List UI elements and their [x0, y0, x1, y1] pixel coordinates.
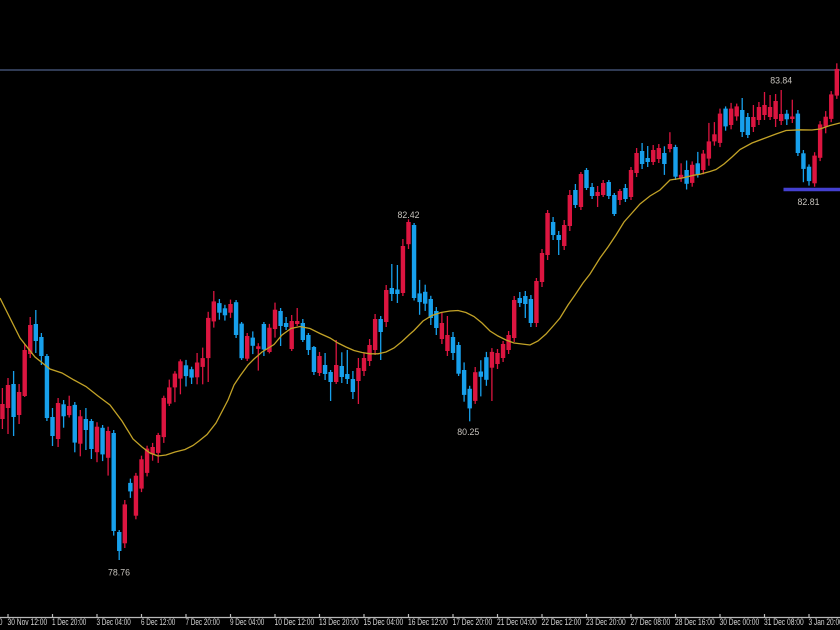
svg-text:29 Nov 04:00: 29 Nov 04:00 — [0, 617, 3, 627]
svg-text:15 Dec 04:00: 15 Dec 04:00 — [364, 617, 404, 627]
svg-text:27 Dec 08:00: 27 Dec 08:00 — [631, 617, 671, 627]
svg-text:13 Dec 20:00: 13 Dec 20:00 — [319, 617, 359, 627]
svg-text:9 Dec 04:00: 9 Dec 04:00 — [230, 617, 264, 627]
svg-text:82.42: 82.42 — [398, 210, 420, 221]
svg-text:28 Dec 16:00: 28 Dec 16:00 — [675, 617, 715, 627]
svg-text:30 Dec 00:00: 30 Dec 00:00 — [720, 617, 760, 627]
svg-text:17 Dec 20:00: 17 Dec 20:00 — [453, 617, 493, 627]
svg-text:78.76: 78.76 — [108, 568, 130, 579]
svg-text:82.81: 82.81 — [798, 197, 820, 208]
svg-text:30 Nov 12:00: 30 Nov 12:00 — [8, 617, 48, 627]
svg-text:7 Dec 20:00: 7 Dec 20:00 — [186, 617, 220, 627]
svg-text:23 Dec 20:00: 23 Dec 20:00 — [586, 617, 626, 627]
svg-text:21 Dec 04:00: 21 Dec 04:00 — [497, 617, 537, 627]
svg-text:3 Jan 20:00: 3 Jan 20:00 — [809, 617, 840, 627]
svg-text:6 Dec 12:00: 6 Dec 12:00 — [141, 617, 175, 627]
svg-text:83.84: 83.84 — [770, 76, 792, 87]
svg-text:1 Dec 20:00: 1 Dec 20:00 — [52, 617, 86, 627]
svg-text:10 Dec 12:00: 10 Dec 12:00 — [275, 617, 315, 627]
svg-text:22 Dec 12:00: 22 Dec 12:00 — [542, 617, 582, 627]
svg-text:16 Dec 12:00: 16 Dec 12:00 — [408, 617, 448, 627]
svg-text:3 Dec 04:00: 3 Dec 04:00 — [97, 617, 131, 627]
svg-text:80.25: 80.25 — [457, 427, 479, 438]
svg-text:31 Dec 08:00: 31 Dec 08:00 — [764, 617, 804, 627]
